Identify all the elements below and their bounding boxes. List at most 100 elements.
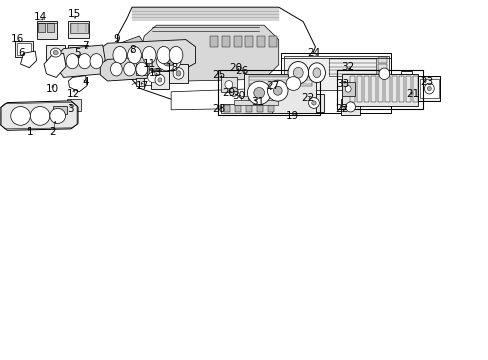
Polygon shape bbox=[139, 25, 278, 81]
Text: 27: 27 bbox=[265, 81, 279, 91]
Text: 31: 31 bbox=[251, 96, 264, 107]
Bar bbox=[391, 76, 396, 102]
Ellipse shape bbox=[267, 80, 287, 101]
Ellipse shape bbox=[78, 54, 91, 69]
Ellipse shape bbox=[157, 46, 170, 64]
Bar bbox=[210, 36, 218, 47]
Bar bbox=[356, 76, 361, 102]
Text: 7: 7 bbox=[82, 41, 89, 51]
Bar bbox=[370, 76, 375, 102]
Text: 33: 33 bbox=[335, 78, 348, 89]
Ellipse shape bbox=[136, 62, 147, 76]
Text: 18: 18 bbox=[165, 63, 179, 73]
Ellipse shape bbox=[147, 72, 158, 82]
Bar bbox=[38, 23, 45, 32]
Polygon shape bbox=[115, 36, 151, 79]
Bar bbox=[349, 76, 354, 102]
Bar bbox=[417, 76, 439, 101]
Ellipse shape bbox=[155, 75, 164, 85]
Ellipse shape bbox=[123, 62, 135, 76]
Bar bbox=[221, 104, 272, 113]
Text: 13: 13 bbox=[148, 68, 162, 78]
Bar bbox=[377, 64, 386, 70]
Ellipse shape bbox=[253, 87, 264, 98]
Bar bbox=[68, 21, 89, 38]
Bar bbox=[245, 105, 251, 112]
Ellipse shape bbox=[156, 51, 181, 71]
Bar bbox=[222, 36, 229, 47]
Bar bbox=[136, 64, 146, 75]
Text: 3: 3 bbox=[67, 104, 74, 114]
Bar bbox=[342, 74, 417, 106]
Bar bbox=[150, 71, 169, 89]
Bar bbox=[419, 79, 438, 98]
Ellipse shape bbox=[424, 83, 433, 94]
Ellipse shape bbox=[113, 46, 126, 64]
Bar bbox=[37, 21, 57, 39]
Bar bbox=[249, 76, 311, 86]
Text: 22: 22 bbox=[301, 93, 314, 103]
Bar bbox=[243, 74, 315, 113]
Text: 11: 11 bbox=[142, 59, 156, 69]
Bar bbox=[341, 99, 359, 115]
Text: 25: 25 bbox=[212, 70, 225, 80]
Text: 14: 14 bbox=[33, 12, 47, 22]
Bar bbox=[245, 36, 253, 47]
Ellipse shape bbox=[345, 102, 355, 112]
Bar bbox=[235, 105, 240, 112]
Bar bbox=[337, 70, 422, 109]
Bar bbox=[240, 96, 248, 103]
Ellipse shape bbox=[110, 62, 122, 76]
Bar bbox=[398, 76, 403, 102]
Bar bbox=[68, 45, 88, 60]
Text: 28: 28 bbox=[212, 104, 225, 114]
Text: 20: 20 bbox=[229, 63, 242, 73]
Ellipse shape bbox=[169, 46, 183, 64]
Ellipse shape bbox=[142, 46, 156, 64]
Bar bbox=[377, 71, 386, 77]
Bar bbox=[47, 23, 54, 32]
Ellipse shape bbox=[307, 63, 325, 83]
Bar bbox=[46, 45, 65, 60]
Bar bbox=[377, 86, 386, 91]
Polygon shape bbox=[56, 45, 105, 77]
Polygon shape bbox=[1, 101, 77, 130]
Ellipse shape bbox=[162, 57, 175, 66]
Ellipse shape bbox=[273, 86, 282, 95]
Polygon shape bbox=[100, 40, 195, 70]
Ellipse shape bbox=[427, 86, 430, 91]
Bar bbox=[377, 76, 382, 102]
Ellipse shape bbox=[224, 81, 232, 89]
Bar bbox=[281, 53, 390, 113]
Polygon shape bbox=[68, 76, 87, 92]
Bar bbox=[136, 78, 143, 86]
Ellipse shape bbox=[11, 107, 30, 125]
Ellipse shape bbox=[247, 81, 270, 105]
Polygon shape bbox=[117, 7, 315, 106]
Bar bbox=[53, 106, 66, 114]
Bar bbox=[377, 57, 386, 63]
Ellipse shape bbox=[127, 46, 141, 64]
Ellipse shape bbox=[66, 54, 79, 69]
Text: 32: 32 bbox=[341, 62, 354, 72]
Text: 6: 6 bbox=[19, 48, 25, 58]
Ellipse shape bbox=[308, 98, 319, 108]
Ellipse shape bbox=[158, 78, 162, 82]
Text: 8: 8 bbox=[129, 45, 136, 55]
Text: 26: 26 bbox=[235, 66, 248, 76]
Bar bbox=[400, 71, 411, 95]
Text: 10: 10 bbox=[46, 84, 59, 94]
Ellipse shape bbox=[53, 50, 58, 55]
Text: 9: 9 bbox=[113, 34, 120, 44]
Text: 21: 21 bbox=[406, 89, 419, 99]
Bar bbox=[17, 43, 31, 55]
Text: 12: 12 bbox=[66, 89, 80, 99]
Polygon shape bbox=[20, 51, 37, 68]
Ellipse shape bbox=[378, 68, 389, 80]
Bar bbox=[304, 94, 323, 112]
Bar bbox=[144, 70, 161, 85]
Bar bbox=[221, 77, 236, 92]
Bar bbox=[269, 88, 279, 97]
Text: 17: 17 bbox=[136, 81, 149, 91]
Ellipse shape bbox=[176, 71, 181, 76]
